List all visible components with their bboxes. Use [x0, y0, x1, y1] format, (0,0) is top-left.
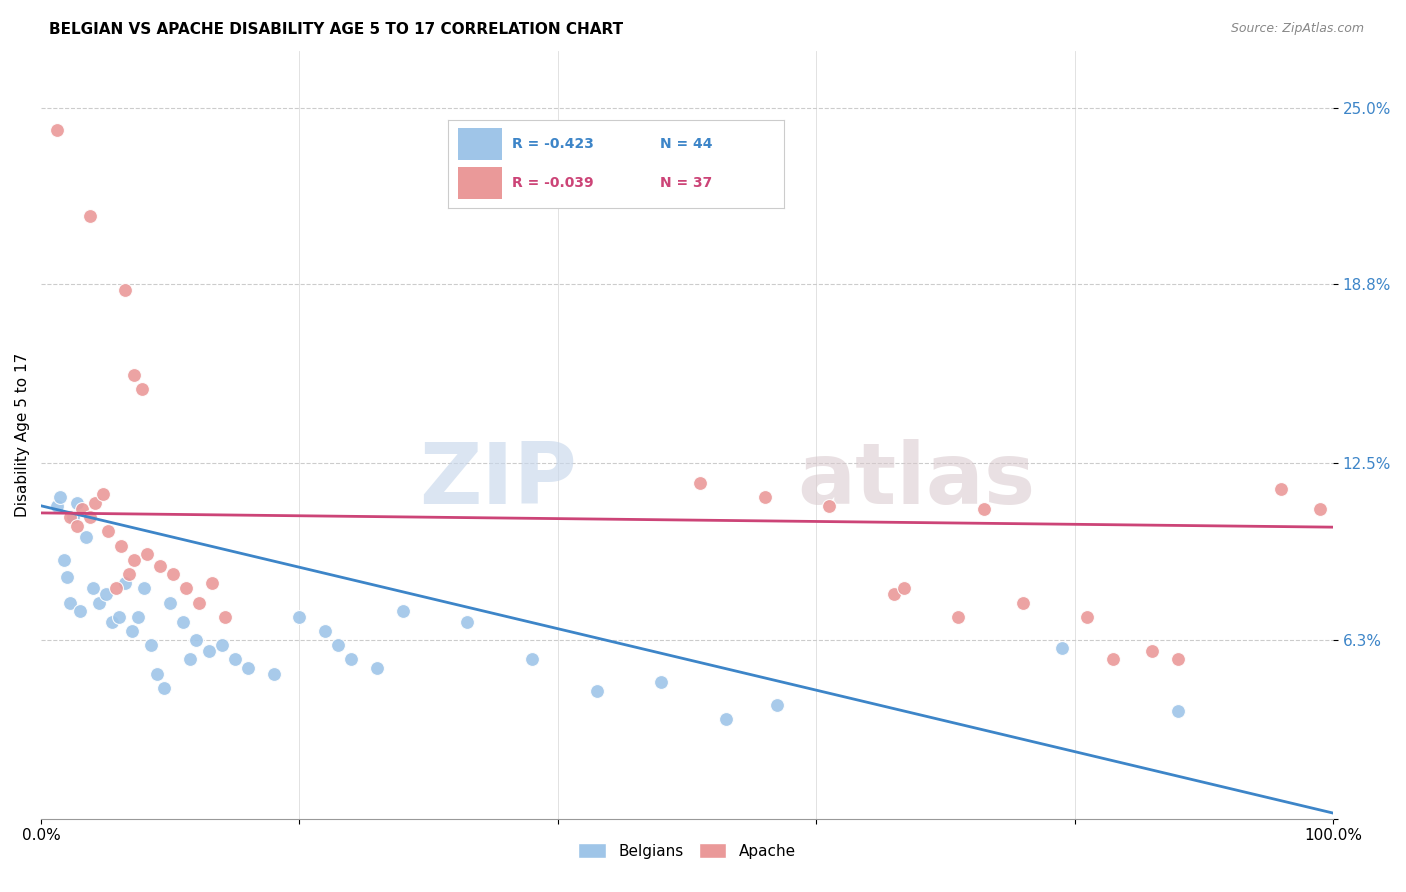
Point [184, 632, 207, 647]
Point [122, 553, 145, 567]
Point [754, 490, 776, 504]
Point [53, 553, 76, 567]
Point [159, 595, 181, 609]
Point [134, 582, 156, 596]
Point [66, 496, 89, 510]
Point [69, 604, 91, 618]
Point [118, 567, 141, 582]
Point [366, 661, 388, 675]
Point [585, 683, 607, 698]
Point [72, 501, 94, 516]
Text: ZIP: ZIP [419, 439, 578, 523]
Point [89, 595, 111, 609]
Point [101, 615, 124, 630]
Point [314, 624, 336, 638]
Point [1050, 641, 1073, 656]
Point [714, 712, 737, 726]
Point [893, 582, 915, 596]
Point [766, 698, 789, 712]
Point [391, 604, 413, 618]
Point [689, 476, 711, 491]
Point [136, 547, 159, 561]
Point [179, 652, 201, 666]
Point [45, 499, 67, 513]
Point [650, 675, 672, 690]
Point [146, 666, 169, 681]
Point [456, 615, 478, 630]
Point [883, 587, 905, 601]
Point [114, 283, 136, 297]
Point [288, 609, 311, 624]
Legend: Belgians, Apache: Belgians, Apache [572, 837, 801, 865]
Point [58, 510, 80, 524]
Point [79, 209, 101, 223]
Point [45, 123, 67, 137]
Point [122, 368, 145, 382]
Point [107, 609, 129, 624]
Point [1270, 482, 1292, 496]
Point [149, 558, 172, 573]
Point [162, 567, 184, 582]
Point [1102, 652, 1125, 666]
Point [94, 587, 117, 601]
Point [105, 582, 128, 596]
Point [1012, 595, 1035, 609]
Point [1309, 501, 1331, 516]
Point [818, 499, 841, 513]
Point [49, 490, 72, 504]
Point [66, 518, 89, 533]
Point [62, 510, 84, 524]
Point [236, 661, 259, 675]
Point [328, 638, 350, 652]
Point [201, 575, 224, 590]
Point [121, 624, 143, 638]
Point [211, 638, 233, 652]
Point [174, 582, 197, 596]
Point [139, 638, 162, 652]
Text: Source: ZipAtlas.com: Source: ZipAtlas.com [1230, 22, 1364, 36]
Point [91, 487, 114, 501]
Point [84, 496, 107, 510]
Point [224, 652, 246, 666]
Text: BELGIAN VS APACHE DISABILITY AGE 5 TO 17 CORRELATION CHART: BELGIAN VS APACHE DISABILITY AGE 5 TO 17… [49, 22, 623, 37]
Point [1140, 644, 1163, 658]
Point [520, 652, 543, 666]
Point [110, 539, 132, 553]
Point [114, 575, 136, 590]
Point [340, 652, 363, 666]
Y-axis label: Disability Age 5 to 17: Disability Age 5 to 17 [15, 352, 30, 516]
Point [153, 681, 176, 695]
Point [948, 609, 970, 624]
Point [82, 582, 104, 596]
Point [187, 595, 209, 609]
Point [127, 609, 149, 624]
Point [1167, 704, 1189, 718]
Point [97, 524, 120, 539]
Point [214, 609, 236, 624]
Text: atlas: atlas [797, 439, 1035, 523]
Point [75, 530, 97, 544]
Point [172, 615, 194, 630]
Point [1167, 652, 1189, 666]
Point [79, 510, 101, 524]
Point [56, 570, 79, 584]
Point [263, 666, 285, 681]
Point [1076, 609, 1098, 624]
Point [973, 501, 995, 516]
Point [58, 595, 80, 609]
Point [131, 382, 153, 396]
Point [198, 644, 221, 658]
